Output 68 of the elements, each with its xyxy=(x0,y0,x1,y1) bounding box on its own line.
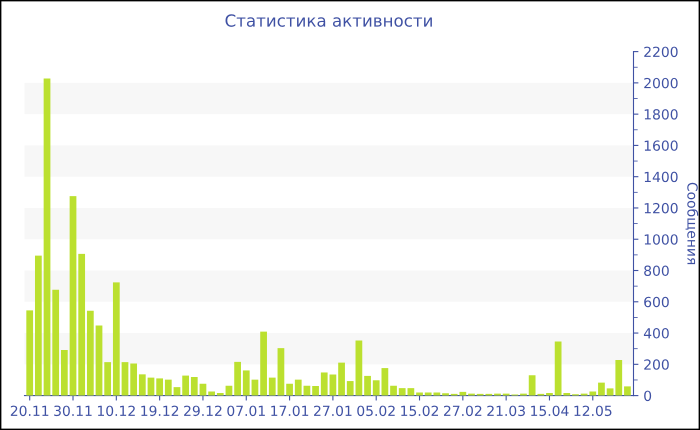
bar xyxy=(346,381,354,396)
y-tick-label: 1400 xyxy=(644,172,678,182)
x-tick-label: 27.02 xyxy=(444,406,482,416)
x-tick-label: 10.12 xyxy=(98,406,135,416)
bar xyxy=(138,374,146,396)
x-tick-label: 19.12 xyxy=(141,406,178,416)
bar xyxy=(459,392,466,396)
bar xyxy=(190,376,198,396)
x-tick-label: 17.01 xyxy=(271,406,308,416)
bar xyxy=(528,375,536,396)
y-tick-label: 0 xyxy=(644,390,652,402)
y-tick-label: 2000 xyxy=(644,78,678,88)
x-tick-label: 21.03 xyxy=(487,406,525,416)
bar xyxy=(407,388,414,396)
bar xyxy=(624,386,631,396)
chart-title: Статистика активности xyxy=(226,14,432,27)
x-tick-label: 07.01 xyxy=(227,406,265,416)
bar xyxy=(268,378,276,396)
bar xyxy=(44,78,50,396)
y-tick-label: 1600 xyxy=(644,140,678,151)
y-tick-label: 200 xyxy=(644,359,669,370)
bar xyxy=(242,370,250,396)
bar xyxy=(216,392,224,396)
x-tick-label: 29.12 xyxy=(184,406,222,416)
bar xyxy=(122,362,128,396)
bar xyxy=(398,388,406,396)
bar xyxy=(156,378,164,396)
bar xyxy=(112,282,120,396)
bar xyxy=(372,380,380,396)
y-tick-label: 2200 xyxy=(644,46,678,58)
bar xyxy=(86,310,94,396)
bar xyxy=(70,196,76,396)
bar xyxy=(174,387,180,396)
y-tick-label: 1800 xyxy=(644,109,678,120)
x-tick-label: 20.11 xyxy=(10,406,48,416)
bar xyxy=(563,392,570,396)
bar xyxy=(294,380,302,396)
bar xyxy=(34,256,42,396)
bar xyxy=(554,342,562,396)
bar xyxy=(60,350,68,396)
x-tick-label: 30.11 xyxy=(54,406,92,416)
bar xyxy=(320,372,328,396)
y-tick-label: 800 xyxy=(644,265,669,276)
x-tick-label: 15.04 xyxy=(531,406,569,416)
bar xyxy=(130,364,138,396)
y-tick-label: 1200 xyxy=(644,202,678,214)
bar xyxy=(96,326,102,396)
bar xyxy=(424,392,432,396)
bar xyxy=(615,360,622,396)
bar xyxy=(52,290,60,396)
bar xyxy=(546,392,553,396)
y-tick-label: 1000 xyxy=(644,234,678,245)
x-tick-label: 15.02 xyxy=(401,406,438,416)
bar xyxy=(589,392,596,396)
bar xyxy=(78,254,86,396)
x-tick-label: 27.01 xyxy=(314,406,352,416)
bar xyxy=(416,392,423,396)
x-tick-label: 05.02 xyxy=(357,406,395,416)
bar xyxy=(182,376,190,396)
bar xyxy=(104,362,112,396)
bar xyxy=(164,380,172,396)
bar xyxy=(433,392,440,396)
y-tick-label: 400 xyxy=(644,328,669,339)
bar xyxy=(26,310,34,396)
bar xyxy=(148,378,154,396)
y-axis-title: Сообщения xyxy=(686,182,698,264)
x-tick-label: 12.05 xyxy=(574,406,612,416)
y-tick-label: 600 xyxy=(644,296,669,308)
